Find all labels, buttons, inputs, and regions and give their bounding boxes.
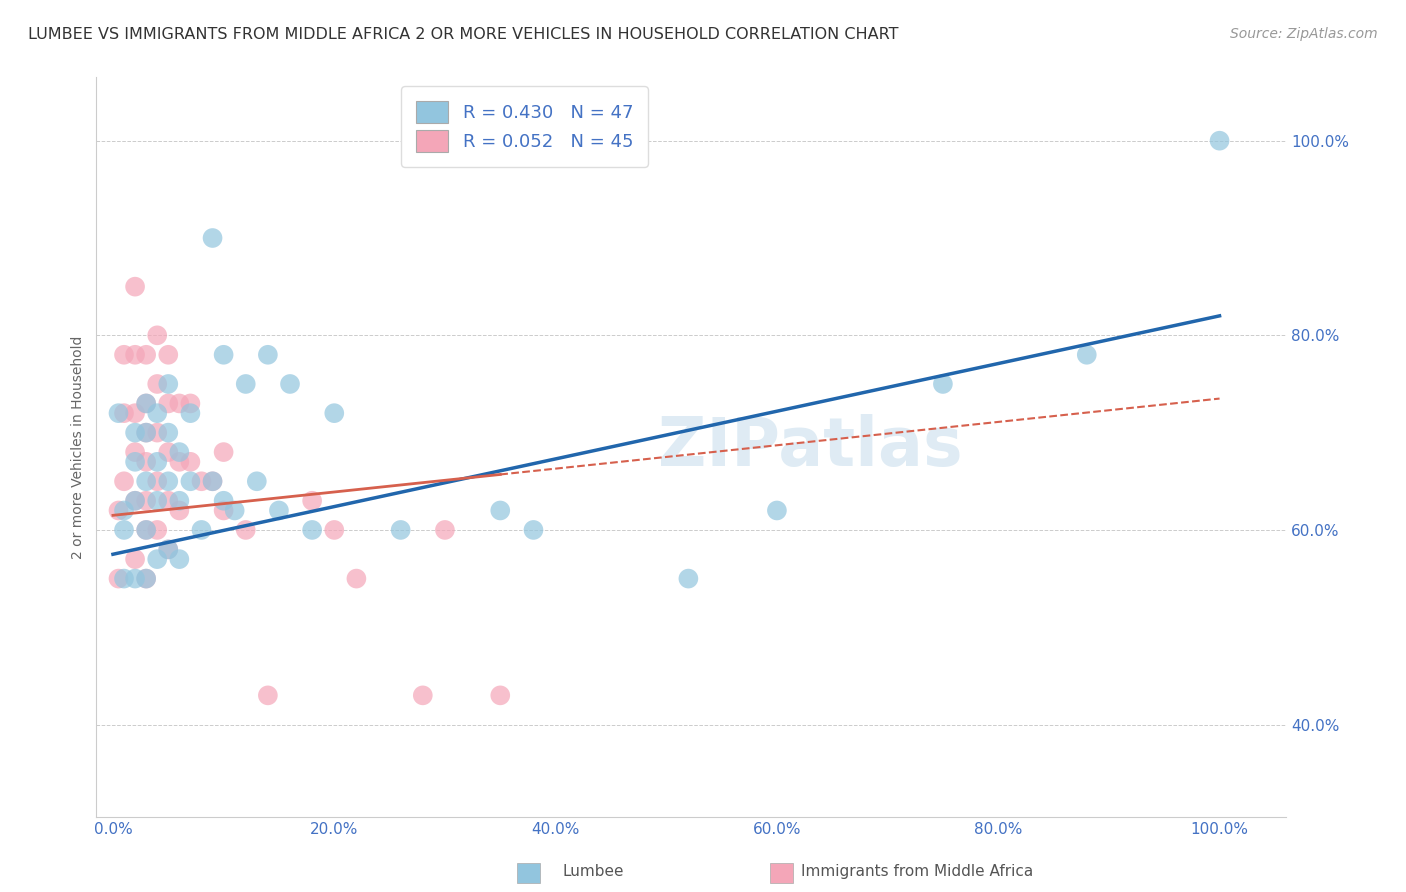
Point — [157, 376, 180, 391]
Point — [169, 493, 191, 508]
Point — [489, 689, 512, 703]
Point — [323, 406, 346, 420]
Point — [433, 523, 456, 537]
Point — [932, 376, 955, 391]
Point — [201, 475, 224, 489]
Point — [146, 406, 169, 420]
Point — [146, 328, 169, 343]
Point — [107, 572, 129, 586]
Point — [157, 348, 180, 362]
Point — [169, 552, 191, 566]
Point — [112, 503, 135, 517]
Point — [157, 475, 180, 489]
Point — [112, 572, 135, 586]
Point — [169, 445, 191, 459]
Point — [146, 475, 169, 489]
Text: Source: ZipAtlas.com: Source: ZipAtlas.com — [1230, 27, 1378, 41]
Point — [146, 493, 169, 508]
Point — [124, 406, 146, 420]
Text: ZIPatlas: ZIPatlas — [658, 414, 963, 480]
Point — [190, 523, 212, 537]
Point — [146, 455, 169, 469]
Point — [135, 572, 157, 586]
Point — [157, 396, 180, 410]
Point — [124, 455, 146, 469]
Point — [124, 425, 146, 440]
Point — [135, 493, 157, 508]
Point — [112, 475, 135, 489]
Point — [146, 552, 169, 566]
Point — [179, 406, 201, 420]
Point — [522, 523, 544, 537]
Point — [169, 455, 191, 469]
Point — [235, 523, 257, 537]
Point — [179, 396, 201, 410]
Point — [124, 552, 146, 566]
Point — [107, 406, 129, 420]
Point — [212, 445, 235, 459]
Point — [212, 493, 235, 508]
Point — [112, 348, 135, 362]
Point — [224, 503, 246, 517]
Point — [107, 503, 129, 517]
Point — [135, 523, 157, 537]
Point — [135, 572, 157, 586]
Point — [135, 455, 157, 469]
Point — [146, 425, 169, 440]
Point — [489, 503, 512, 517]
Point — [301, 493, 323, 508]
Point — [169, 396, 191, 410]
Point — [135, 425, 157, 440]
Point — [157, 445, 180, 459]
Point — [135, 523, 157, 537]
Point — [124, 572, 146, 586]
Point — [235, 376, 257, 391]
Point — [124, 279, 146, 293]
Point — [135, 396, 157, 410]
Point — [157, 493, 180, 508]
Point — [135, 348, 157, 362]
Point — [124, 493, 146, 508]
Point — [766, 503, 789, 517]
Point — [112, 523, 135, 537]
Point — [201, 475, 224, 489]
Point — [212, 348, 235, 362]
Point — [201, 231, 224, 245]
Point — [278, 376, 301, 391]
Text: LUMBEE VS IMMIGRANTS FROM MIDDLE AFRICA 2 OR MORE VEHICLES IN HOUSEHOLD CORRELAT: LUMBEE VS IMMIGRANTS FROM MIDDLE AFRICA … — [28, 27, 898, 42]
Point — [678, 572, 700, 586]
Point — [179, 475, 201, 489]
Point — [135, 396, 157, 410]
Point — [323, 523, 346, 537]
Point — [267, 503, 290, 517]
Point — [246, 475, 269, 489]
Point — [146, 523, 169, 537]
Point — [169, 503, 191, 517]
Text: Lumbee: Lumbee — [562, 863, 624, 879]
Legend: R = 0.430   N = 47, R = 0.052   N = 45: R = 0.430 N = 47, R = 0.052 N = 45 — [402, 87, 648, 167]
Point — [157, 425, 180, 440]
Point — [1208, 134, 1230, 148]
Point — [179, 455, 201, 469]
Point — [146, 376, 169, 391]
Point — [212, 503, 235, 517]
Point — [257, 348, 280, 362]
Point — [301, 523, 323, 537]
Point — [1076, 348, 1098, 362]
Point — [135, 425, 157, 440]
Point — [112, 406, 135, 420]
Y-axis label: 2 or more Vehicles in Household: 2 or more Vehicles in Household — [72, 335, 86, 559]
Point — [412, 689, 434, 703]
Point — [124, 348, 146, 362]
Point — [157, 542, 180, 557]
Point — [389, 523, 412, 537]
Point — [124, 445, 146, 459]
Point — [190, 475, 212, 489]
Point — [135, 475, 157, 489]
Point — [257, 689, 280, 703]
Point — [157, 542, 180, 557]
Point — [344, 572, 367, 586]
Text: Immigrants from Middle Africa: Immigrants from Middle Africa — [801, 863, 1033, 879]
Point — [124, 493, 146, 508]
